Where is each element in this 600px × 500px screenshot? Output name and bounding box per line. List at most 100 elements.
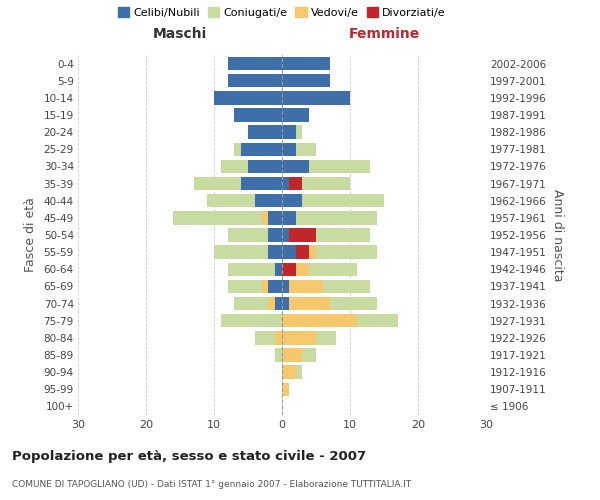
Bar	[262, 280, 282, 293]
Bar	[227, 74, 282, 88]
Text: Maschi: Maschi	[153, 28, 207, 42]
Legend: Celibi/Nubili, Coniugati/e, Vedovi/e, Divorziati/e: Celibi/Nubili, Coniugati/e, Vedovi/e, Di…	[114, 3, 450, 22]
Bar	[282, 382, 289, 396]
Bar	[241, 142, 282, 156]
Bar	[282, 314, 398, 328]
Bar	[282, 246, 377, 259]
Bar	[282, 74, 329, 88]
Bar	[227, 57, 282, 70]
Bar	[214, 91, 282, 104]
Bar	[248, 126, 282, 139]
Bar	[248, 126, 282, 139]
Bar	[282, 142, 296, 156]
Bar	[282, 366, 296, 379]
Bar	[282, 331, 316, 344]
Bar	[275, 348, 282, 362]
Text: Popolazione per età, sesso e stato civile - 2007: Popolazione per età, sesso e stato civil…	[12, 450, 366, 463]
Bar	[282, 246, 309, 259]
Bar	[282, 348, 302, 362]
Bar	[241, 177, 282, 190]
Bar	[282, 160, 309, 173]
Bar	[282, 108, 309, 122]
Bar	[235, 297, 282, 310]
Bar	[214, 246, 282, 259]
Bar	[275, 262, 282, 276]
Bar	[194, 177, 282, 190]
Bar	[221, 160, 282, 173]
Bar	[214, 91, 282, 104]
Bar	[282, 194, 302, 207]
Bar	[268, 246, 282, 259]
Bar	[282, 262, 357, 276]
Bar	[282, 57, 329, 70]
Bar	[227, 228, 282, 241]
Bar	[282, 142, 296, 156]
Bar	[235, 108, 282, 122]
Bar	[227, 57, 282, 70]
Bar	[282, 228, 316, 241]
Y-axis label: Anni di nascita: Anni di nascita	[551, 188, 563, 281]
Text: COMUNE DI TAPOGLIANO (UD) - Dati ISTAT 1° gennaio 2007 - Elaborazione TUTTITALIA: COMUNE DI TAPOGLIANO (UD) - Dati ISTAT 1…	[12, 480, 411, 489]
Bar	[282, 74, 329, 88]
Bar	[214, 91, 282, 104]
Bar	[282, 194, 302, 207]
Bar	[282, 160, 309, 173]
Bar	[282, 211, 296, 224]
Bar	[282, 91, 350, 104]
Bar	[282, 177, 289, 190]
Y-axis label: Fasce di età: Fasce di età	[23, 198, 37, 272]
Bar	[255, 331, 282, 344]
Bar	[268, 297, 282, 310]
Bar	[282, 74, 329, 88]
Bar	[282, 280, 289, 293]
Bar	[282, 280, 370, 293]
Bar	[268, 246, 282, 259]
Bar	[268, 280, 282, 293]
Bar	[282, 314, 357, 328]
Bar	[282, 246, 296, 259]
Bar	[282, 211, 377, 224]
Bar	[282, 297, 289, 310]
Bar	[241, 177, 282, 190]
Bar	[282, 126, 302, 139]
Bar	[275, 262, 282, 276]
Bar	[282, 91, 350, 104]
Bar	[282, 177, 302, 190]
Bar	[282, 160, 370, 173]
Bar	[282, 142, 296, 156]
Bar	[282, 228, 289, 241]
Bar	[235, 108, 282, 122]
Bar	[282, 126, 296, 139]
Bar	[282, 194, 384, 207]
Bar	[227, 74, 282, 88]
Bar	[282, 126, 296, 139]
Bar	[227, 74, 282, 88]
Bar	[282, 108, 309, 122]
Bar	[282, 348, 316, 362]
Bar	[282, 331, 337, 344]
Bar	[282, 194, 302, 207]
Bar	[275, 297, 282, 310]
Bar	[255, 194, 282, 207]
Bar	[262, 211, 282, 224]
Bar	[282, 297, 289, 310]
Bar	[282, 74, 329, 88]
Text: Femmine: Femmine	[349, 28, 419, 42]
Bar	[268, 228, 282, 241]
Bar	[282, 297, 329, 310]
Bar	[282, 126, 296, 139]
Bar	[282, 228, 316, 241]
Bar	[268, 228, 282, 241]
Bar	[241, 142, 282, 156]
Bar	[227, 280, 282, 293]
Bar	[282, 91, 350, 104]
Bar	[275, 331, 282, 344]
Bar	[282, 177, 350, 190]
Bar	[282, 160, 309, 173]
Bar	[282, 228, 370, 241]
Bar	[282, 280, 289, 293]
Bar	[282, 177, 302, 190]
Bar	[282, 366, 302, 379]
Bar	[282, 57, 329, 70]
Bar	[248, 160, 282, 173]
